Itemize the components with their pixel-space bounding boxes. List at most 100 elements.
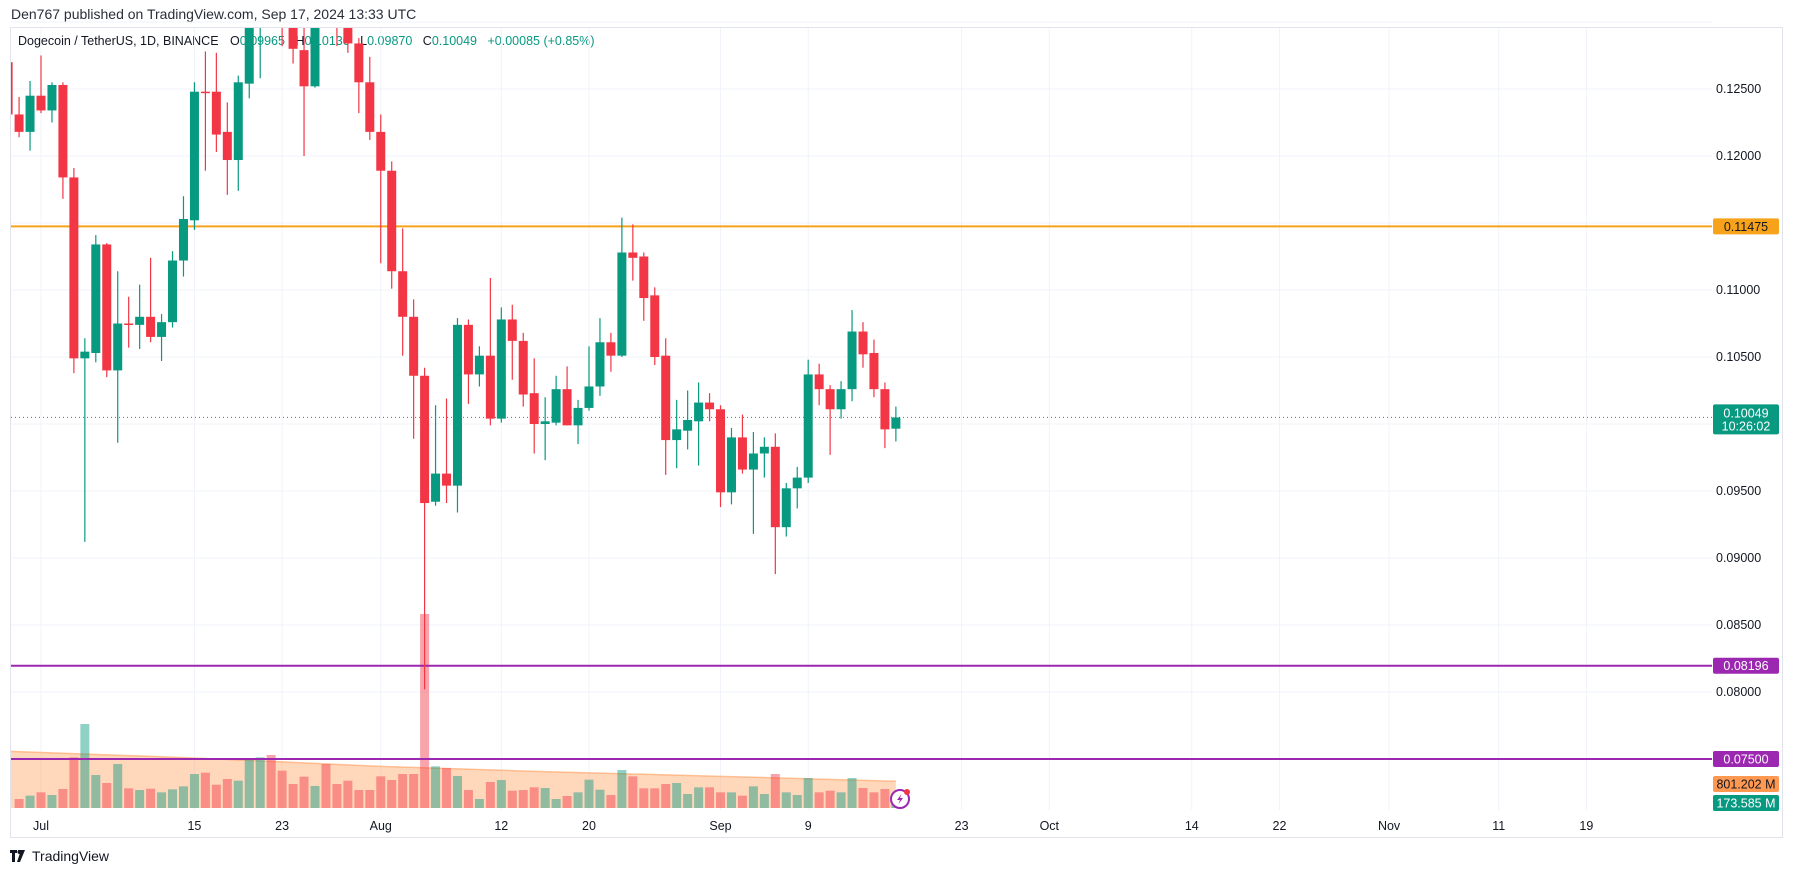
y-tick-label: 0.12000 xyxy=(1716,149,1761,163)
volume-bar xyxy=(354,790,364,808)
volume-bar xyxy=(737,795,747,808)
candle-body xyxy=(606,342,616,356)
volume-bar xyxy=(847,778,857,808)
candle-body xyxy=(474,355,484,375)
volume-bar xyxy=(562,796,572,808)
candle-body xyxy=(244,28,254,84)
volume-bar xyxy=(288,784,298,808)
candle-body xyxy=(792,477,802,489)
x-tick-label: 15 xyxy=(187,819,201,833)
published-caption: Den767 published on TradingView.com, Sep… xyxy=(11,6,417,22)
candle-body xyxy=(376,131,386,171)
volume-bar xyxy=(310,786,320,808)
volume-bar xyxy=(518,790,528,808)
high-label: H xyxy=(295,34,305,48)
volume-bar xyxy=(211,784,221,808)
x-tick-label: Oct xyxy=(1040,819,1060,833)
candle-body xyxy=(11,62,13,115)
lightning-icon[interactable] xyxy=(890,789,910,809)
candle-body xyxy=(310,28,320,87)
y-tick-label: 0.11000 xyxy=(1716,283,1760,297)
candle-body xyxy=(814,374,824,390)
candle-body xyxy=(726,437,736,493)
volume-bar xyxy=(858,788,868,808)
candle-body xyxy=(650,295,660,357)
volume-bar xyxy=(189,774,199,808)
candle-body xyxy=(759,446,769,454)
volume-bar xyxy=(803,778,813,808)
volume-bar xyxy=(47,795,57,808)
support-1-price-label: 0.08196 xyxy=(1723,659,1768,673)
candle-body xyxy=(595,342,605,387)
volume-bar xyxy=(474,799,484,808)
candle-body xyxy=(584,386,594,408)
close-label: C xyxy=(422,34,432,48)
last-price-label: 0.10049 xyxy=(1723,406,1768,420)
volume-bar xyxy=(36,792,46,808)
volume-bar xyxy=(770,774,780,808)
candle-body xyxy=(496,319,506,419)
volume-bar xyxy=(584,779,594,808)
volume-bar xyxy=(157,792,167,808)
candle-body xyxy=(387,170,397,272)
volume-bar xyxy=(146,788,156,808)
volume-bar xyxy=(233,780,243,808)
low-label: L xyxy=(360,34,368,48)
candle-body xyxy=(58,84,68,178)
last-price-tag xyxy=(1713,404,1779,435)
symbol-title[interactable]: Dogecoin / TetherUS, 1D, BINANCE xyxy=(18,34,219,48)
candle-body xyxy=(617,252,627,356)
volume-bar xyxy=(124,788,134,808)
change-value: +0.00085 (+0.85%) xyxy=(487,34,595,48)
close-value: 0.10049 xyxy=(431,34,477,48)
candle-body xyxy=(36,95,46,111)
candle-body xyxy=(157,322,167,337)
candle-body xyxy=(14,114,24,132)
resistance-price-label: 0.11475 xyxy=(1724,220,1768,234)
volume-bar xyxy=(485,782,495,808)
volume-bar xyxy=(540,788,550,808)
volume-bar xyxy=(113,764,123,808)
y-tick-label: 0.08500 xyxy=(1716,618,1761,632)
volume-bar xyxy=(431,766,441,808)
candle-body xyxy=(847,331,857,390)
support-2-price-tag xyxy=(1713,751,1779,767)
candle-body xyxy=(233,82,243,161)
candle-body xyxy=(343,28,353,44)
candle-body xyxy=(880,389,890,430)
volume-bar xyxy=(617,770,627,808)
volume-bar xyxy=(398,774,408,808)
candle-body xyxy=(442,473,452,486)
volume-bar xyxy=(716,792,726,808)
candle-body xyxy=(705,402,715,410)
candle-body xyxy=(737,437,747,470)
candle-body xyxy=(80,351,90,359)
candle-body xyxy=(398,271,408,317)
candle-body xyxy=(431,473,441,502)
x-tick-label: Sep xyxy=(709,819,731,833)
volume-bar xyxy=(551,799,561,808)
volume-bar xyxy=(573,792,583,808)
chart-frame xyxy=(10,27,1783,838)
volume-bar xyxy=(255,757,265,808)
volume-ma-area xyxy=(11,751,896,808)
footer-brand[interactable]: TradingView xyxy=(32,848,110,864)
open-label: O xyxy=(230,34,240,48)
volume-bar xyxy=(836,792,846,808)
volume-bar xyxy=(420,614,430,808)
candle-body xyxy=(672,429,682,441)
volume-bar xyxy=(102,783,112,808)
support-1-price-tag xyxy=(1713,657,1779,674)
volume-bar xyxy=(376,776,386,808)
volume-bar xyxy=(365,790,375,808)
volume-current-tag xyxy=(1713,795,1779,811)
candle-body xyxy=(135,316,145,325)
volume-bar xyxy=(628,776,638,808)
candle-body xyxy=(200,91,210,94)
candle-body xyxy=(683,419,693,431)
candle-body xyxy=(288,28,298,49)
volume-bar xyxy=(135,790,145,808)
footer: TradingView xyxy=(10,848,109,864)
